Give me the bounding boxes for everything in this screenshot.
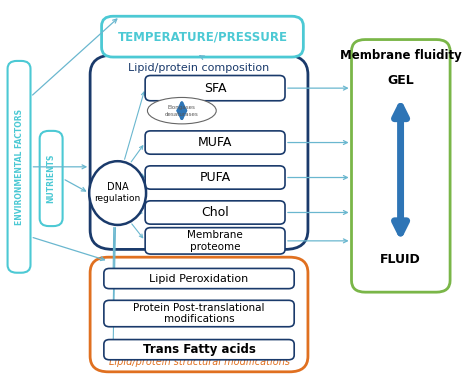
Text: Trans Fatty acids: Trans Fatty acids	[143, 343, 255, 356]
FancyBboxPatch shape	[145, 201, 285, 224]
Text: FLUID: FLUID	[380, 253, 421, 266]
Text: Lipid/protein composition: Lipid/protein composition	[128, 63, 270, 73]
FancyBboxPatch shape	[145, 166, 285, 189]
Text: Membrane
proteome: Membrane proteome	[187, 230, 243, 252]
Text: regulation: regulation	[94, 194, 141, 204]
FancyBboxPatch shape	[104, 340, 294, 360]
Text: ENVIRONMENTAL FACTORS: ENVIRONMENTAL FACTORS	[15, 109, 24, 225]
FancyBboxPatch shape	[90, 257, 308, 372]
Text: Chol: Chol	[201, 206, 229, 219]
FancyBboxPatch shape	[104, 268, 294, 289]
FancyBboxPatch shape	[8, 61, 30, 273]
Ellipse shape	[147, 98, 216, 124]
Text: Lipid/protein structural modifications: Lipid/protein structural modifications	[109, 357, 290, 367]
Text: NUTRIENTS: NUTRIENTS	[46, 154, 55, 203]
FancyBboxPatch shape	[352, 39, 450, 292]
FancyBboxPatch shape	[40, 131, 63, 226]
Text: MUFA: MUFA	[198, 136, 232, 149]
Text: Lipid Peroxidation: Lipid Peroxidation	[149, 273, 249, 284]
FancyBboxPatch shape	[101, 16, 303, 57]
Text: SFA: SFA	[204, 82, 226, 95]
FancyBboxPatch shape	[145, 76, 285, 101]
Ellipse shape	[89, 161, 146, 225]
FancyBboxPatch shape	[145, 228, 285, 254]
Text: Elongases: Elongases	[168, 105, 196, 110]
Text: DNA: DNA	[107, 182, 128, 192]
Text: Protein Post-translational
modifications: Protein Post-translational modifications	[133, 303, 265, 324]
Text: GEL: GEL	[387, 74, 414, 87]
FancyBboxPatch shape	[90, 55, 308, 250]
Text: PUFA: PUFA	[200, 171, 231, 184]
Text: Membrane fluidity: Membrane fluidity	[340, 49, 462, 62]
FancyBboxPatch shape	[104, 300, 294, 327]
FancyBboxPatch shape	[145, 131, 285, 154]
Text: TEMPERATURE/PRESSURE: TEMPERATURE/PRESSURE	[118, 30, 287, 43]
Text: desaturases: desaturases	[165, 112, 199, 117]
